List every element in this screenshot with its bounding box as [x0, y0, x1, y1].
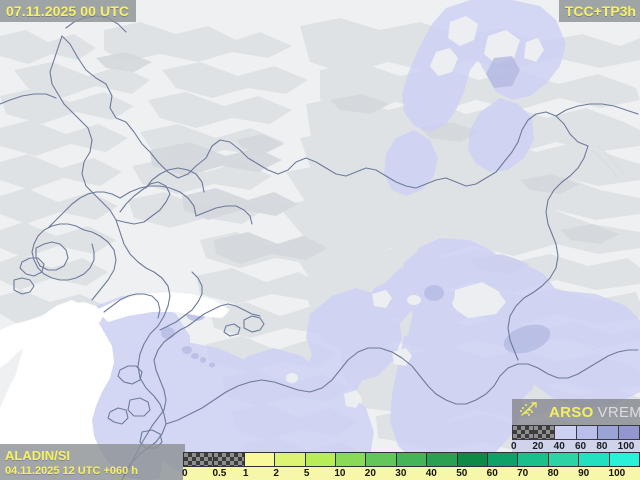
- precipitation-legend-band: [214, 453, 245, 466]
- precipitation-legend-band: [366, 453, 397, 466]
- cloud-cover-legend-tick: 100: [617, 441, 635, 452]
- cloud-cover-legend-band: [618, 426, 640, 439]
- arso-secondary-text: VREME: [597, 403, 640, 421]
- precipitation-legend-tick: 100: [608, 468, 626, 479]
- cloud-cover-dense-patches-central: [161, 285, 551, 368]
- cloud-cover-legend-band: [534, 426, 556, 439]
- sea-adriatic: [0, 292, 230, 480]
- precipitation-legend-band: [305, 453, 337, 466]
- valid-time-label: 07.11.2025 00 UTC: [6, 3, 130, 19]
- precipitation-legend-tick: 30: [395, 468, 407, 479]
- precipitation-legend-tick: 0: [182, 468, 188, 479]
- precipitation-legend-tick: 40: [425, 468, 437, 479]
- precipitation-legend-tick: 60: [486, 468, 498, 479]
- cloud-cover-legend-band: [513, 426, 535, 439]
- precipitation-legend-swatches: [183, 452, 640, 467]
- precipitation-legend-band: [579, 453, 610, 466]
- cloud-cover-dense-patch-northeast: [486, 56, 520, 88]
- cloud-cover-legend-band: [576, 426, 598, 439]
- precipitation-legend-tick: 0.5: [212, 468, 227, 479]
- precipitation-legend-band: [244, 453, 276, 466]
- precipitation-legend-tick: 1: [242, 468, 249, 479]
- precipitation-legend-band: [518, 453, 549, 466]
- arso-wordmark: ARSOVREME: [549, 404, 640, 421]
- precipitation-legend-band: [548, 453, 580, 466]
- precipitation-legend-tick: 70: [517, 468, 529, 479]
- map-borders: [0, 15, 639, 480]
- precipitation-legend-tick: 2: [273, 468, 279, 479]
- precipitation-legend-band: [488, 453, 519, 466]
- cloud-cover-legend-tick: 0: [511, 441, 517, 452]
- cloud-cover-legend-swatches: [512, 425, 640, 440]
- sun-rain-icon: [518, 400, 540, 425]
- valid-time-box: 07.11.2025 00 UTC: [0, 0, 137, 22]
- precipitation-legend-band: [609, 453, 640, 466]
- cloud-cover-holes-central: [286, 282, 506, 408]
- cloud-cover-area-northeast: [384, 0, 566, 196]
- cloud-cover-legend-ticks: 0 20 40 60 80 100: [511, 440, 640, 453]
- precipitation-legend-tick: 20: [364, 468, 376, 479]
- precipitation-legend-band: [457, 453, 489, 466]
- parameter-label: TCC+TP3h: [564, 3, 636, 19]
- arso-branding-box[interactable]: ARSOVREME: [512, 399, 640, 425]
- precipitation-legend-band: [184, 453, 215, 466]
- precipitation-legend-band: [336, 453, 367, 466]
- cloud-cover-legend-tick: 20: [532, 441, 544, 452]
- precipitation-legend-tick: 10: [334, 468, 346, 479]
- precipitation-legend-tick: 50: [456, 468, 468, 479]
- cloud-cover-area-central: [56, 238, 640, 480]
- precipitation-legend[interactable]: 0 0.5 1 2 5 10 20 30 40 50 60 70 80 90 100: [182, 452, 640, 480]
- model-info-box: ALADIN/SI 04.11.2025 12 UTC +060 h: [0, 444, 185, 480]
- cloud-cover-holes-northeast: [430, 16, 544, 76]
- precipitation-legend-band: [275, 453, 306, 466]
- cloud-cover-legend-band: [597, 426, 619, 439]
- cloud-cover-legend-tick: 60: [575, 441, 587, 452]
- precipitation-legend-ticks: 0 0.5 1 2 5 10 20 30 40 50 60 70 80 90 100: [182, 467, 640, 480]
- model-run-label: 04.11.2025 12 UTC +060 h: [5, 464, 139, 477]
- model-name-label: ALADIN/SI: [5, 447, 70, 463]
- terrain-ridges: [96, 52, 620, 274]
- cloud-cover-legend-band: [555, 426, 577, 439]
- parameter-box: TCC+TP3h: [558, 0, 640, 22]
- arso-primary-text: ARSO: [549, 403, 594, 421]
- precipitation-legend-tick: 80: [547, 468, 559, 479]
- precipitation-legend-tick: 5: [303, 468, 310, 479]
- cloud-cover-legend-tick: 40: [553, 441, 565, 452]
- precipitation-legend-tick: 90: [578, 468, 590, 479]
- precipitation-legend-band: [427, 453, 458, 466]
- cloud-cover-legend[interactable]: 0 20 40 60 80 100: [511, 425, 640, 453]
- cloud-cover-legend-tick: 80: [596, 441, 608, 452]
- precipitation-legend-band: [396, 453, 428, 466]
